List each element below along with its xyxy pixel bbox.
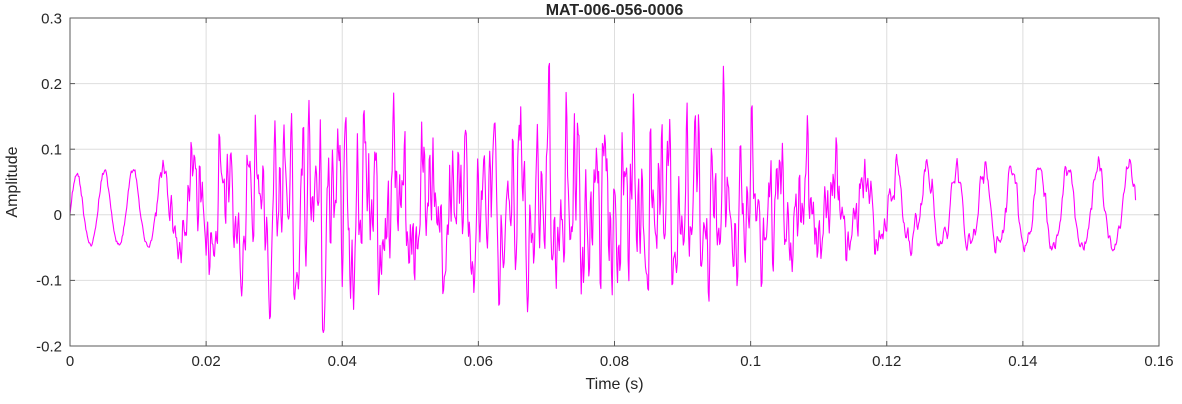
- x-tick-label: 0.02: [192, 353, 221, 370]
- x-tick-label: 0.04: [328, 353, 357, 370]
- y-tick-label: 0.3: [41, 10, 62, 27]
- x-tick-label: 0.1: [740, 353, 761, 370]
- chart-title: MAT-006-056-0006: [545, 2, 684, 19]
- x-tick-label: 0.08: [600, 353, 629, 370]
- y-tick-label: 0.2: [41, 76, 62, 93]
- x-axis-label: Time (s): [585, 376, 644, 393]
- waveform-line: [70, 62, 1137, 333]
- y-axis-label: Amplitude: [4, 146, 21, 218]
- x-tick-label: 0.16: [1144, 353, 1173, 370]
- y-tick-label: 0.1: [41, 141, 62, 158]
- x-tick-label: 0.14: [1008, 353, 1037, 370]
- y-tick-label: -0.2: [36, 338, 62, 355]
- x-tick-label: 0: [66, 353, 74, 370]
- x-tick-label: 0.06: [464, 353, 493, 370]
- y-tick-label: 0: [54, 207, 62, 224]
- y-tick-label: -0.1: [36, 273, 62, 290]
- x-tick-label: 0.12: [872, 353, 901, 370]
